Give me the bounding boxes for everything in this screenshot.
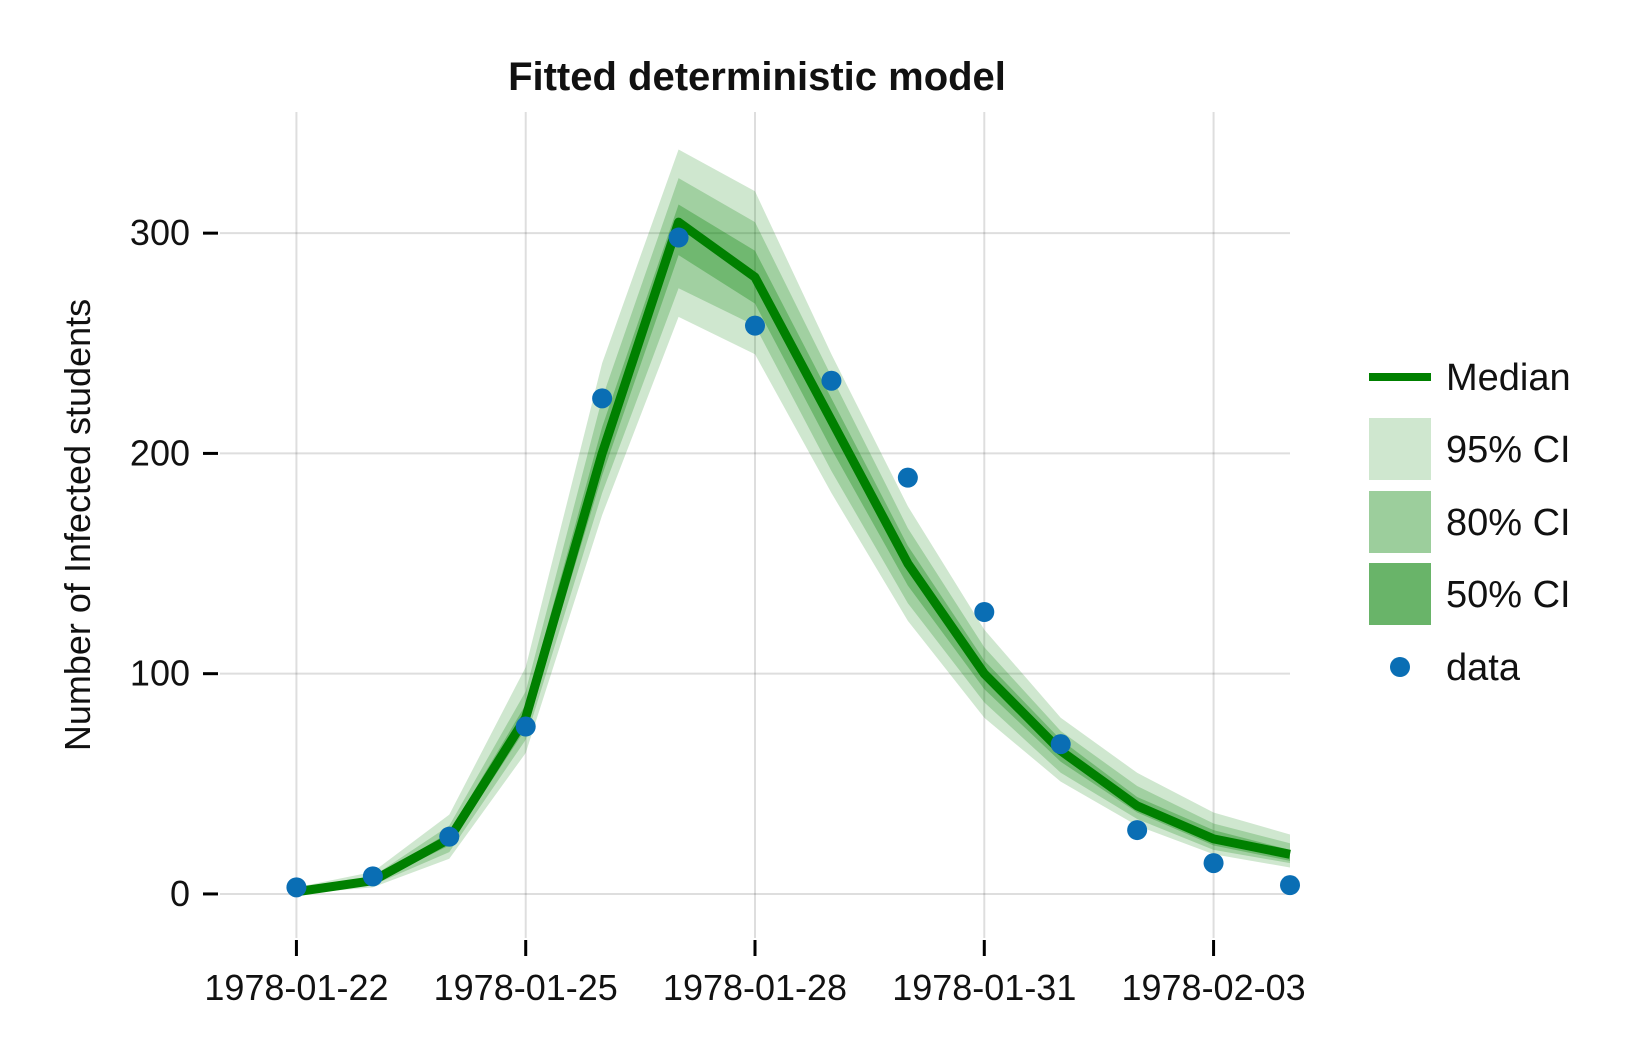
y-tick-label: 0 bbox=[170, 873, 190, 914]
y-tick-label: 100 bbox=[130, 653, 190, 694]
data-point bbox=[362, 866, 383, 887]
ci-band-50ci bbox=[296, 204, 1290, 894]
y-tick-label: 200 bbox=[130, 432, 190, 473]
data-point bbox=[1127, 820, 1148, 841]
data-point bbox=[897, 467, 918, 488]
legend-label: 80% CI bbox=[1446, 502, 1571, 544]
data-point bbox=[439, 826, 460, 847]
data-point bbox=[974, 602, 995, 623]
data-point bbox=[1050, 734, 1071, 755]
data-point bbox=[668, 227, 689, 248]
ci-band-80ci bbox=[296, 178, 1290, 894]
y-tick-label: 300 bbox=[130, 212, 190, 253]
axes: 0 100 200 300 1978-01-22 1978-01-25 1978-01-28… bbox=[130, 212, 1306, 1008]
legend: Median 95% CI 80% CI 50% CI data bbox=[1369, 357, 1571, 689]
data-point bbox=[286, 877, 307, 898]
median-series bbox=[295, 217, 1291, 897]
legend-band-swatch bbox=[1369, 563, 1431, 625]
data-point bbox=[1280, 875, 1300, 896]
data-point bbox=[592, 388, 613, 409]
legend-label: 95% CI bbox=[1446, 429, 1571, 471]
legend-data-swatch bbox=[1390, 657, 1410, 677]
legend-band-swatch bbox=[1369, 418, 1431, 480]
legend-label: Median bbox=[1446, 357, 1571, 399]
data-point bbox=[821, 370, 842, 391]
x-tick-label: 1978-01-28 bbox=[663, 967, 847, 1008]
x-tick-label: 1978-01-25 bbox=[434, 967, 618, 1008]
data-point bbox=[745, 315, 765, 336]
grid bbox=[220, 112, 1290, 938]
chart-title: Fitted deterministic model bbox=[508, 55, 1006, 99]
ci-band-95ci bbox=[296, 149, 1290, 894]
x-tick-label: 1978-01-31 bbox=[892, 967, 1076, 1008]
x-tick-label: 1978-02-03 bbox=[1121, 967, 1305, 1008]
median-line bbox=[295, 217, 1291, 897]
data-points bbox=[286, 227, 1300, 898]
y-axis-label: Number of Infected students bbox=[57, 299, 98, 751]
ci-bands bbox=[296, 149, 1290, 894]
legend-label: 50% CI bbox=[1446, 574, 1571, 616]
legend-band-swatch bbox=[1369, 491, 1431, 553]
data-point bbox=[1203, 853, 1224, 874]
legend-label: data bbox=[1446, 647, 1521, 689]
x-tick-label: 1978-01-22 bbox=[204, 967, 388, 1008]
data-point bbox=[515, 716, 536, 737]
